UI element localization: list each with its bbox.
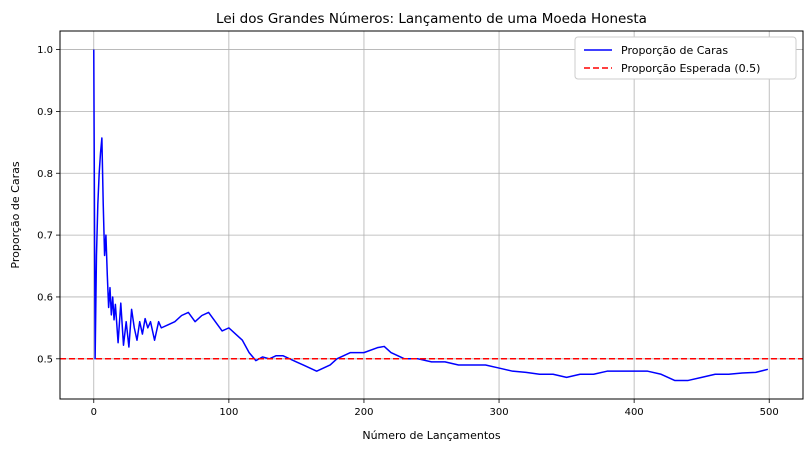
x-tick-label: 100 <box>219 407 238 418</box>
y-axis-label: Proporção de Caras <box>9 161 22 268</box>
legend: Proporção de Caras Proporção Esperada (0… <box>574 36 797 80</box>
plot-frame <box>59 30 804 400</box>
axis-ticks: 0 100 200 300 400 500 0.5 0.6 0.7 0.8 0.9 1.0 <box>37 45 779 418</box>
series-observed-line <box>93 49 769 382</box>
x-tick-label: 200 <box>354 407 373 418</box>
legend-label-proporcao-esperada: Proporção Esperada (0.5) <box>621 62 760 75</box>
legend-box <box>574 36 797 80</box>
x-tick-label: 0 <box>91 407 97 418</box>
legend-label-proporcao-caras: Proporção de Caras <box>621 44 728 57</box>
series-lines <box>60 49 803 382</box>
chart-title: Lei dos Grandes Números: Lançamento de u… <box>216 11 647 27</box>
x-tick-label: 500 <box>760 407 779 418</box>
y-tick-label: 0.5 <box>37 354 53 365</box>
x-tick-label: 300 <box>489 407 508 418</box>
y-tick-label: 0.7 <box>37 231 53 242</box>
y-tick-label: 0.9 <box>37 107 53 118</box>
y-tick-label: 0.8 <box>37 169 53 180</box>
y-tick-label: 1.0 <box>37 45 53 56</box>
x-tick-label: 400 <box>625 407 644 418</box>
y-tick-label: 0.6 <box>37 292 53 303</box>
grid <box>60 31 803 399</box>
x-axis-label: Número de Lançamentos <box>362 429 501 442</box>
